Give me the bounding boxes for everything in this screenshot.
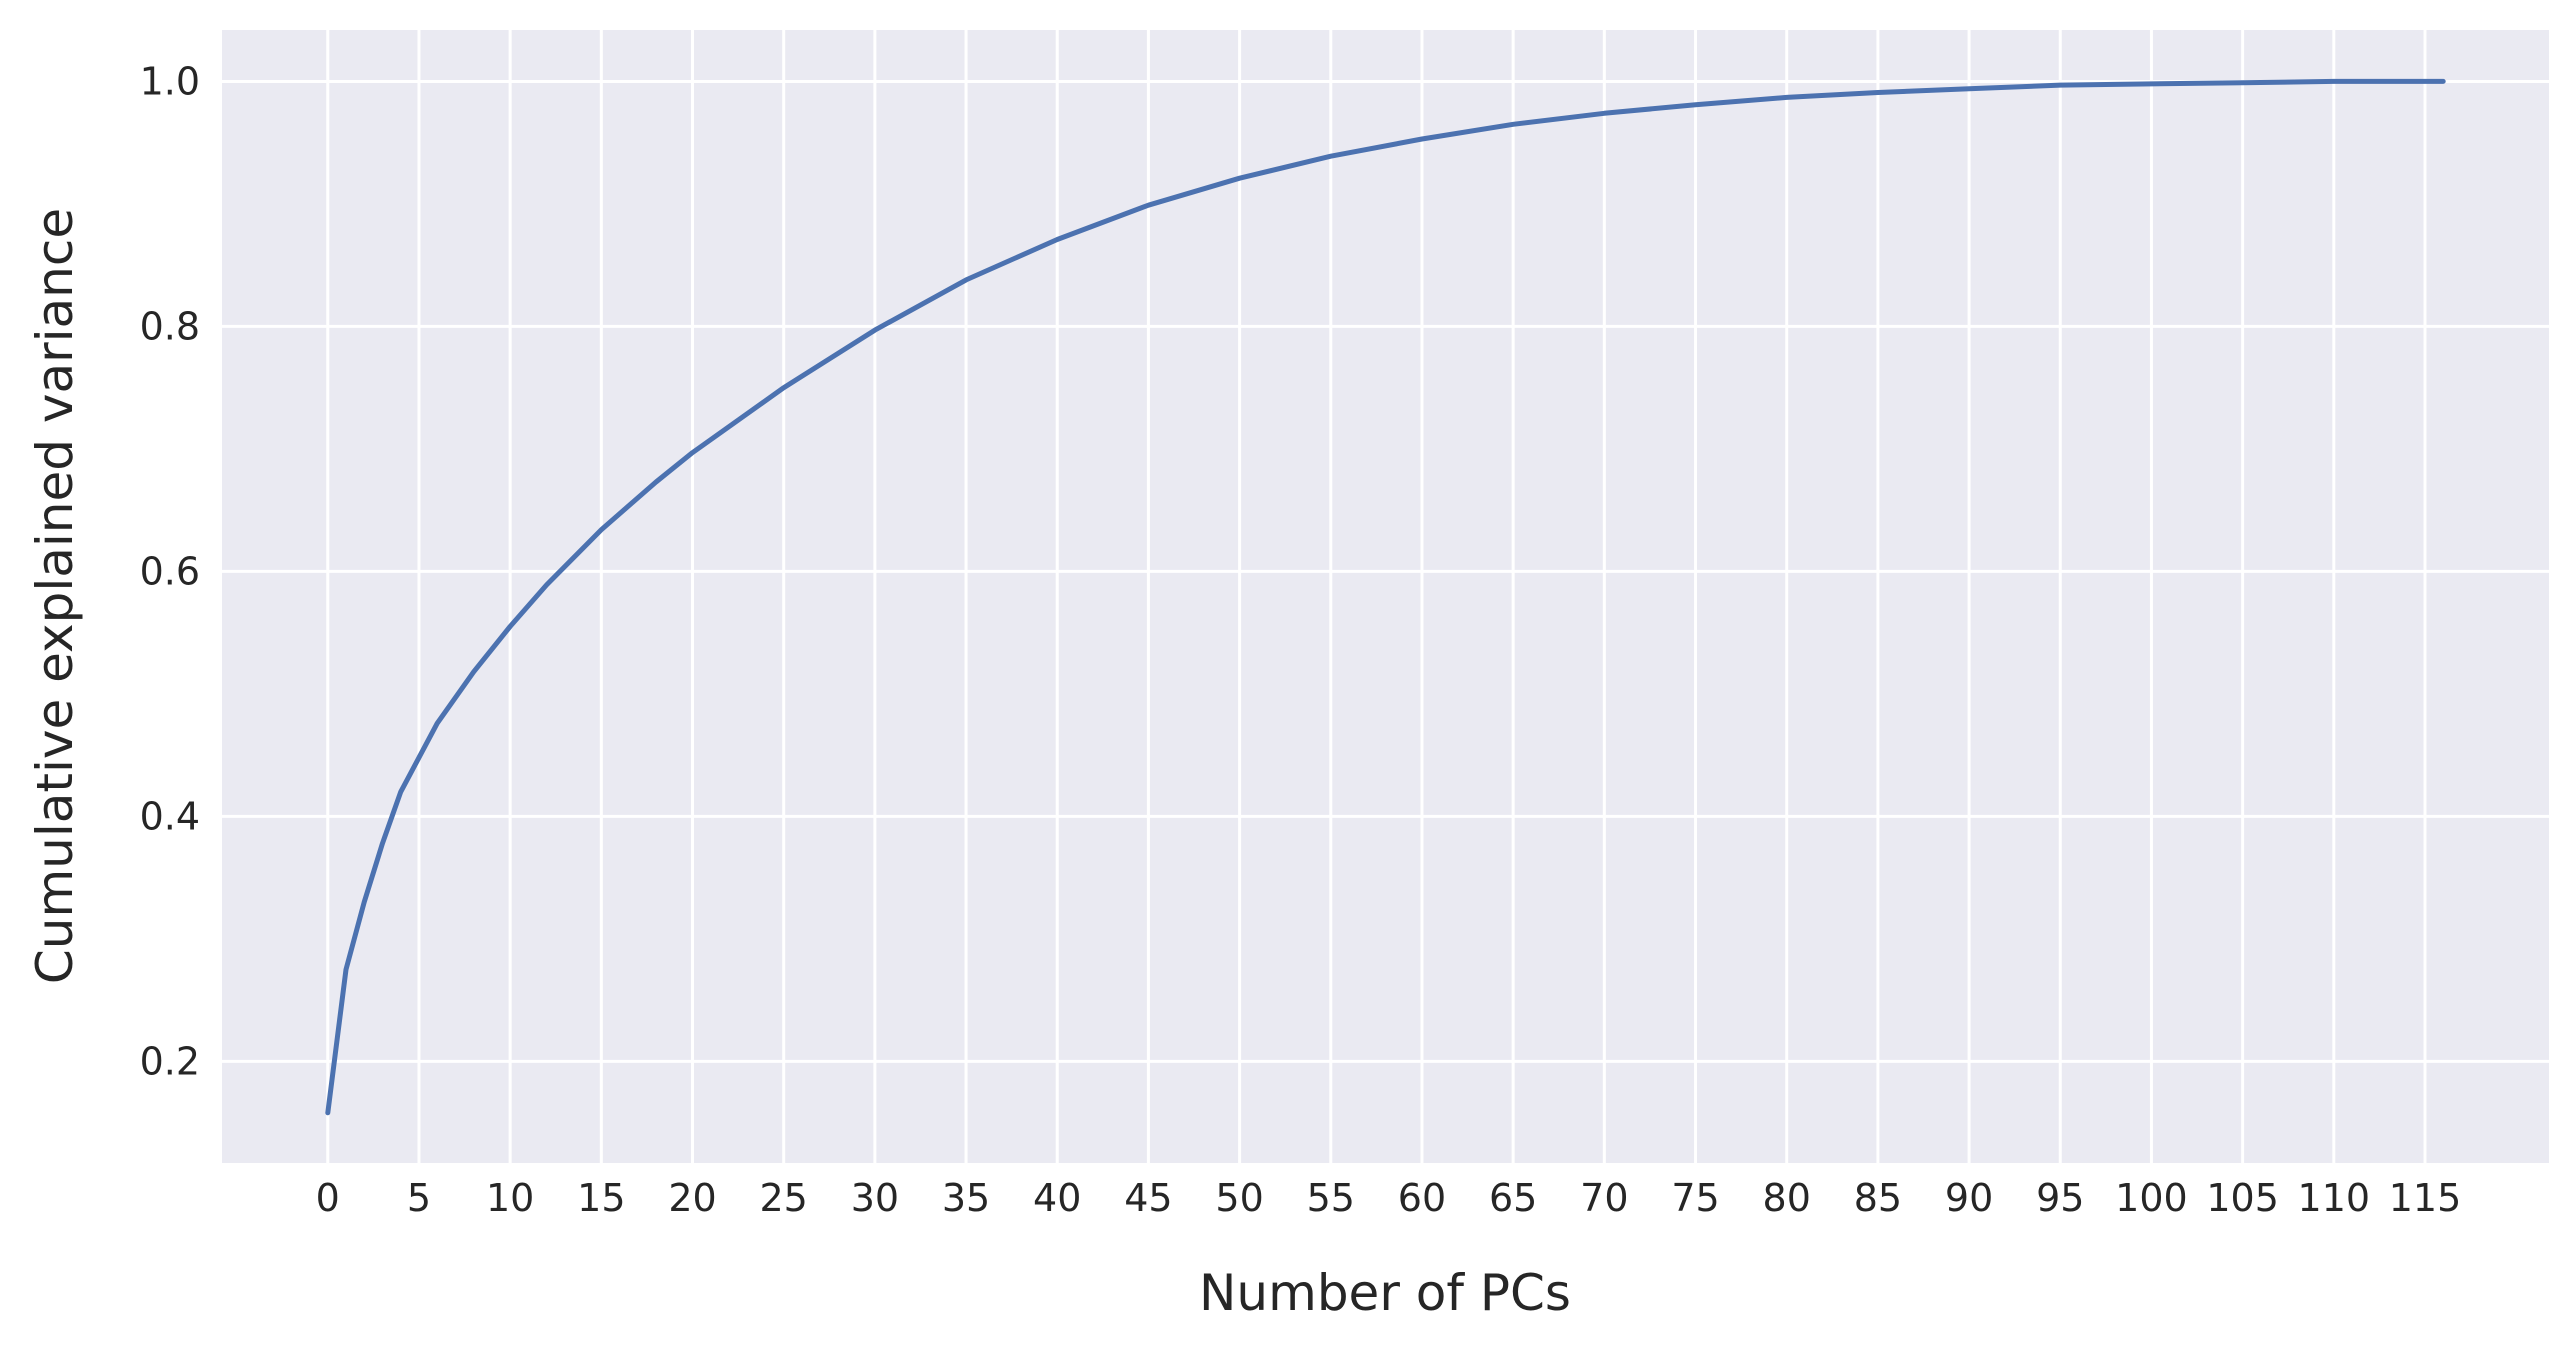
y-tick-labels: 0.2 0.4 0.6 0.8 1.0 — [140, 59, 200, 1083]
x-tick-label: 20 — [668, 1176, 716, 1220]
x-tick-label: 40 — [1033, 1176, 1081, 1220]
x-tick-label: 65 — [1489, 1176, 1537, 1220]
x-tick-label: 75 — [1671, 1176, 1719, 1220]
x-tick-label: 45 — [1124, 1176, 1172, 1220]
x-tick-label: 25 — [760, 1176, 808, 1220]
x-tick-label: 5 — [407, 1176, 431, 1220]
y-tick-label: 0.4 — [140, 794, 200, 838]
x-tick-label: 15 — [577, 1176, 625, 1220]
series-layer — [325, 78, 2446, 1116]
x-tick-label: 30 — [851, 1176, 899, 1220]
y-tick-label: 0.8 — [140, 304, 200, 348]
x-tick-label: 100 — [2115, 1176, 2188, 1220]
x-tick-label: 90 — [1945, 1176, 1993, 1220]
x-gridlines — [326, 30, 2427, 1163]
x-axis-label: Number of PCs — [1199, 1264, 1571, 1322]
x-tick-label: 55 — [1307, 1176, 1355, 1220]
x-tick-label: 80 — [1763, 1176, 1811, 1220]
y-tick-label: 1.0 — [140, 59, 200, 103]
x-tick-label: 105 — [2206, 1176, 2279, 1220]
x-tick-label: 10 — [486, 1176, 534, 1220]
y-tick-label: 0.2 — [140, 1039, 200, 1083]
x-tick-label: 70 — [1580, 1176, 1628, 1220]
x-tick-label: 85 — [1854, 1176, 1902, 1220]
series-line — [325, 78, 2446, 1116]
x-tick-label: 0 — [316, 1176, 340, 1220]
y-tick-label: 0.6 — [140, 549, 200, 593]
x-tick-label: 110 — [2298, 1176, 2371, 1220]
x-tick-labels: 0 5 10 15 20 25 30 35 40 45 50 55 60 65 70 75 80 85 90 95 10… — [316, 1176, 2462, 1220]
x-tick-label: 35 — [942, 1176, 990, 1220]
x-tick-label: 95 — [2036, 1176, 2084, 1220]
x-tick-label: 50 — [1215, 1176, 1263, 1220]
x-tick-label: 60 — [1398, 1176, 1446, 1220]
y-axis-label: Cumulative explained variance — [26, 208, 84, 984]
plot-background — [222, 30, 2549, 1163]
x-tick-label: 115 — [2389, 1176, 2462, 1220]
